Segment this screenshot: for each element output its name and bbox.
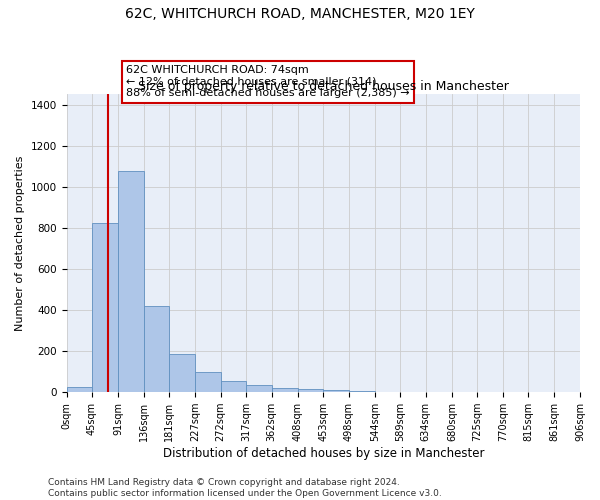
Bar: [67, 387, 92, 392]
Bar: [349, 391, 375, 392]
X-axis label: Distribution of detached houses by size in Manchester: Distribution of detached houses by size …: [163, 447, 484, 460]
Text: 62C, WHITCHURCH ROAD, MANCHESTER, M20 1EY: 62C, WHITCHURCH ROAD, MANCHESTER, M20 1E…: [125, 8, 475, 22]
Title: Size of property relative to detached houses in Manchester: Size of property relative to detached ho…: [138, 80, 509, 93]
Y-axis label: Number of detached properties: Number of detached properties: [15, 156, 25, 331]
Bar: [118, 172, 143, 392]
Bar: [323, 390, 349, 392]
Bar: [92, 223, 118, 392]
Bar: [195, 372, 221, 392]
Bar: [221, 381, 246, 392]
Text: Contains HM Land Registry data © Crown copyright and database right 2024.
Contai: Contains HM Land Registry data © Crown c…: [48, 478, 442, 498]
Bar: [272, 388, 298, 392]
Bar: [246, 386, 272, 392]
Bar: [169, 354, 195, 392]
Text: 62C WHITCHURCH ROAD: 74sqm
← 12% of detached houses are smaller (314)
88% of sem: 62C WHITCHURCH ROAD: 74sqm ← 12% of deta…: [126, 66, 410, 98]
Bar: [298, 389, 323, 392]
Bar: [143, 306, 169, 392]
